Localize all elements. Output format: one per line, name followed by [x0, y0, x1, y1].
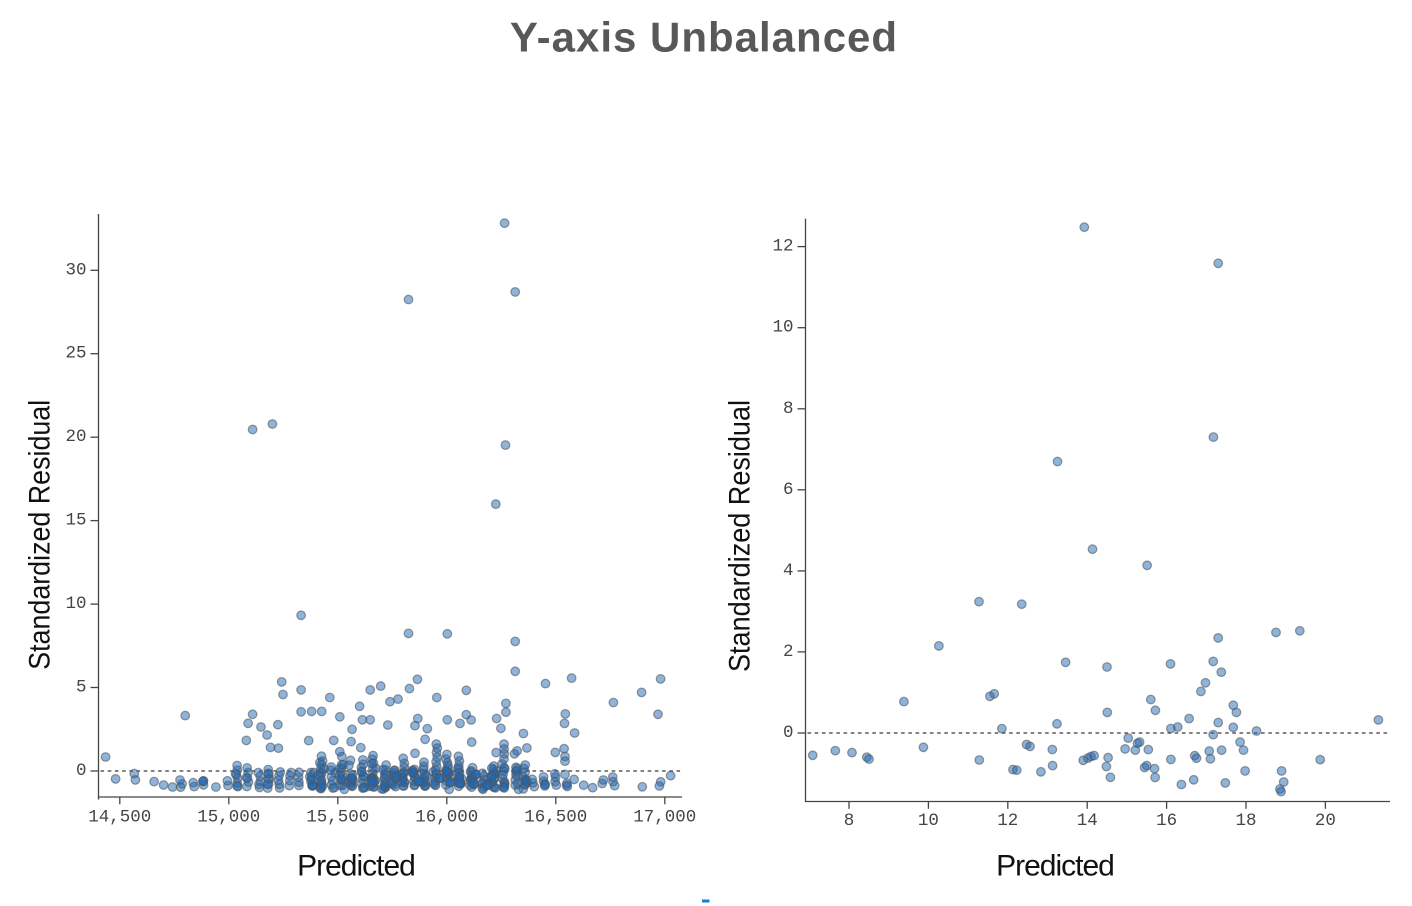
- svg-text:0: 0: [783, 723, 794, 743]
- svg-text:8: 8: [783, 399, 794, 419]
- svg-text:10: 10: [65, 594, 86, 614]
- svg-text:0: 0: [76, 761, 87, 781]
- svg-text:12: 12: [997, 811, 1018, 831]
- svg-text:10: 10: [772, 318, 793, 338]
- svg-text:14: 14: [1077, 811, 1098, 831]
- svg-text:16,500: 16,500: [524, 808, 587, 828]
- svg-text:16: 16: [1156, 811, 1177, 831]
- svg-text:17,000: 17,000: [633, 808, 696, 828]
- svg-text:18: 18: [1235, 811, 1256, 831]
- svg-text:15: 15: [65, 511, 86, 531]
- svg-text:20: 20: [1315, 811, 1336, 831]
- svg-text:Y-axis Unbalanced: Y-axis Unbalanced: [510, 14, 898, 61]
- svg-text:15,000: 15,000: [197, 808, 260, 828]
- svg-text:14,500: 14,500: [88, 808, 151, 828]
- svg-text:5: 5: [76, 678, 87, 698]
- svg-text:Standardized Residual: Standardized Residual: [724, 400, 757, 672]
- svg-text:15,500: 15,500: [306, 808, 369, 828]
- svg-text:12: 12: [772, 237, 793, 257]
- svg-text:Predicted: Predicted: [297, 850, 415, 883]
- svg-text:8: 8: [844, 811, 855, 831]
- svg-text:30: 30: [65, 260, 86, 280]
- svg-text:Predicted: Predicted: [996, 850, 1114, 883]
- svg-text:25: 25: [65, 344, 86, 364]
- svg-text:4: 4: [783, 561, 794, 581]
- svg-text:10: 10: [918, 811, 939, 831]
- svg-text:6: 6: [783, 480, 794, 500]
- svg-text:2: 2: [783, 642, 794, 662]
- svg-text:20: 20: [65, 427, 86, 447]
- svg-text:Standardized Residual: Standardized Residual: [24, 400, 57, 670]
- svg-text:16,000: 16,000: [415, 808, 478, 828]
